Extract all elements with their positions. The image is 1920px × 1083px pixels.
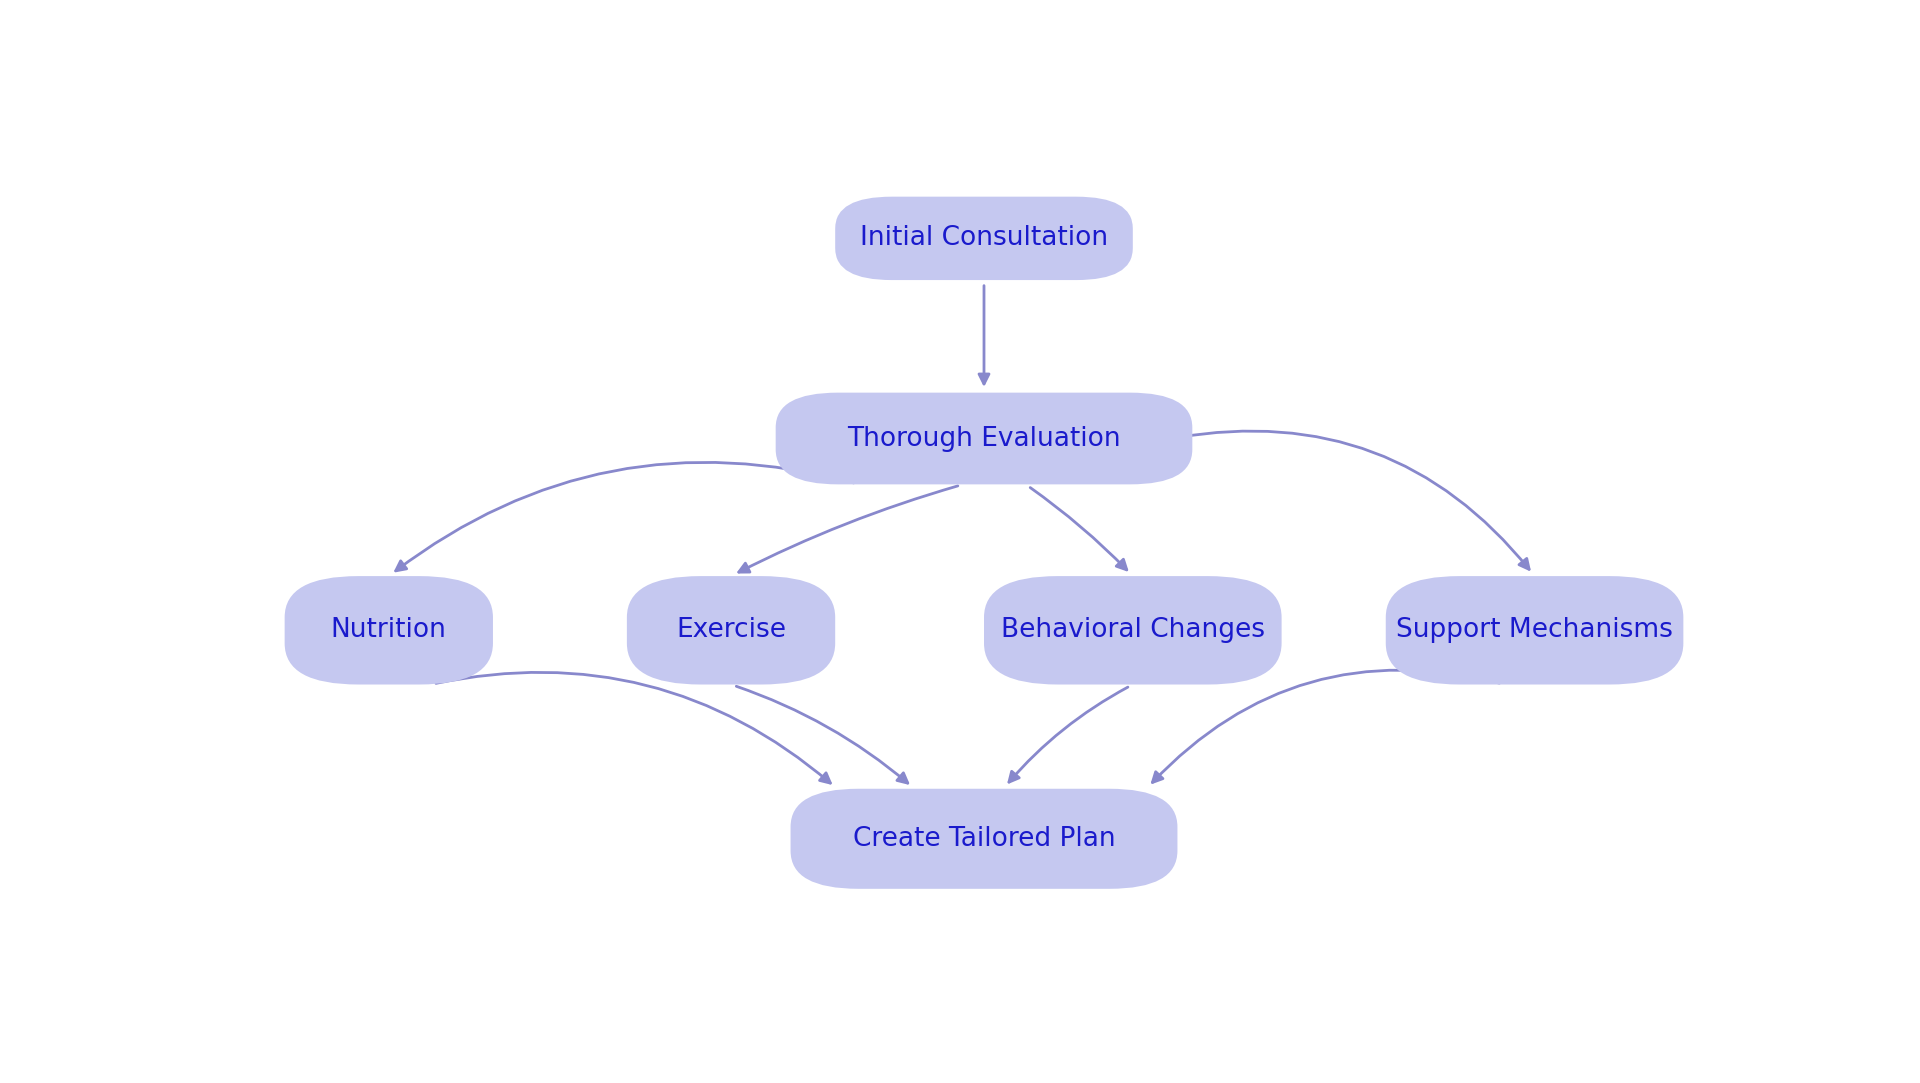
FancyBboxPatch shape	[626, 576, 835, 684]
FancyBboxPatch shape	[776, 393, 1192, 484]
Text: Thorough Evaluation: Thorough Evaluation	[847, 426, 1121, 452]
FancyBboxPatch shape	[1386, 576, 1684, 684]
Text: Nutrition: Nutrition	[330, 617, 447, 643]
Text: Support Mechanisms: Support Mechanisms	[1396, 617, 1672, 643]
Text: Behavioral Changes: Behavioral Changes	[1000, 617, 1265, 643]
FancyBboxPatch shape	[835, 197, 1133, 280]
Text: Exercise: Exercise	[676, 617, 785, 643]
Text: Initial Consultation: Initial Consultation	[860, 225, 1108, 251]
FancyBboxPatch shape	[983, 576, 1283, 684]
Text: Create Tailored Plan: Create Tailored Plan	[852, 825, 1116, 852]
FancyBboxPatch shape	[284, 576, 493, 684]
FancyBboxPatch shape	[791, 788, 1177, 889]
